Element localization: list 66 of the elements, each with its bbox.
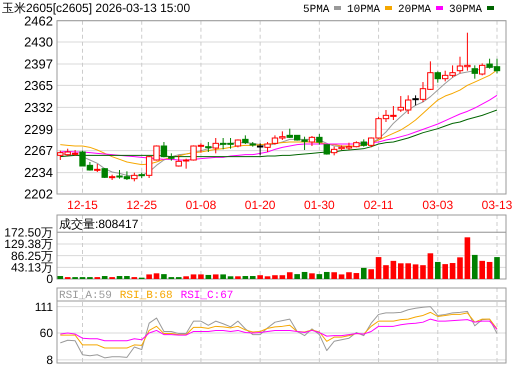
bar bbox=[280, 275, 286, 279]
y-tick-label: 2267 bbox=[24, 143, 53, 158]
y-tick-label: 2202 bbox=[24, 186, 53, 202]
bar bbox=[368, 269, 374, 279]
y-tick-label: 2365 bbox=[24, 78, 53, 93]
y-tick-label: 43.13万 bbox=[10, 260, 53, 275]
candlestick bbox=[330, 146, 338, 156]
bar bbox=[398, 263, 404, 279]
y-tick-label: 2332 bbox=[24, 100, 53, 115]
bar bbox=[242, 276, 248, 279]
text: RSI_A:59 bbox=[59, 290, 112, 302]
text: RSI_C:67 bbox=[180, 290, 234, 302]
chart-title: 玉米2605[c2605] 2026-03-13 15:00 bbox=[2, 1, 190, 15]
y-tick-label: 129.38万 bbox=[4, 237, 53, 252]
y-tick-label: 2299 bbox=[24, 122, 53, 137]
bar bbox=[302, 272, 308, 279]
bar bbox=[286, 272, 293, 279]
bar bbox=[316, 274, 322, 279]
y-tick-label: 8 bbox=[46, 353, 54, 365]
bar bbox=[309, 273, 315, 279]
y-tick-label: 86.25万 bbox=[10, 248, 53, 263]
line-series bbox=[60, 312, 498, 349]
y-tick-label: 2234 bbox=[24, 165, 53, 180]
y-tick-label: 2430 bbox=[24, 34, 53, 50]
bar bbox=[486, 262, 492, 279]
bar bbox=[161, 274, 167, 279]
x-tick-label: 01-20 bbox=[244, 198, 276, 212]
x-tick-label: 01-08 bbox=[186, 198, 217, 212]
x-tick-label: 03-13 bbox=[482, 198, 513, 212]
bar bbox=[494, 257, 500, 279]
bar bbox=[442, 264, 448, 279]
bar bbox=[206, 274, 212, 279]
y-tick-label: 111 bbox=[34, 300, 54, 314]
x-tick-label: 12-15 bbox=[67, 198, 98, 212]
bar bbox=[360, 268, 367, 279]
legend-label: 5PMA bbox=[303, 4, 330, 16]
legend-label: 20PMA bbox=[398, 4, 432, 16]
bar bbox=[102, 276, 108, 279]
y-tick-label: 60 bbox=[40, 326, 54, 340]
x-tick-label: 12-25 bbox=[126, 198, 158, 212]
bar bbox=[405, 263, 411, 279]
bar bbox=[235, 276, 241, 279]
bar bbox=[324, 272, 330, 279]
candlestick bbox=[212, 138, 219, 154]
text: RSI_B:68 bbox=[120, 290, 173, 302]
bar bbox=[331, 272, 337, 279]
y-tick-label: 2397 bbox=[24, 56, 53, 72]
bar bbox=[472, 254, 478, 279]
y-tick-label: 2462 bbox=[24, 13, 53, 28]
legend-label: 30PMA bbox=[449, 4, 482, 16]
bar bbox=[212, 274, 219, 279]
candlestick bbox=[131, 172, 138, 182]
line-series bbox=[60, 306, 498, 358]
legend-label: 10PMA bbox=[347, 4, 380, 16]
line-series bbox=[60, 318, 498, 342]
bar bbox=[434, 262, 441, 279]
bar bbox=[58, 276, 64, 279]
y-tick-label: 0 bbox=[46, 272, 54, 286]
chart-title: 成交量:808417 bbox=[59, 217, 139, 231]
x-tick-label: 03-03 bbox=[422, 198, 454, 212]
bar bbox=[250, 276, 256, 279]
y-tick-label: 172.50万 bbox=[4, 226, 53, 240]
x-tick-label: 02-11 bbox=[364, 198, 394, 212]
x-tick-label: 01-30 bbox=[304, 198, 336, 212]
bar bbox=[479, 260, 485, 279]
bar bbox=[294, 274, 300, 279]
